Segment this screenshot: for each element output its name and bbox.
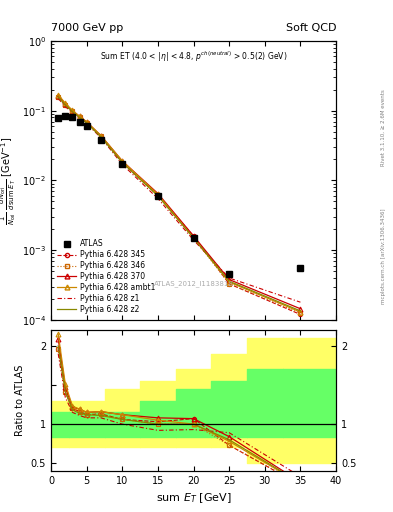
Text: Rivet 3.1.10, ≥ 2.6M events: Rivet 3.1.10, ≥ 2.6M events (381, 90, 386, 166)
Legend: ATLAS, Pythia 6.428 345, Pythia 6.428 346, Pythia 6.428 370, Pythia 6.428 ambt1,: ATLAS, Pythia 6.428 345, Pythia 6.428 34… (55, 237, 158, 316)
Text: 7000 GeV pp: 7000 GeV pp (51, 23, 123, 33)
Y-axis label: $\frac{1}{N_\mathrm{ori}}\ \frac{d N_\mathrm{ori}}{d\mathrm{sum}\ E_T}\ [\mathrm: $\frac{1}{N_\mathrm{ori}}\ \frac{d N_\ma… (0, 136, 18, 225)
Y-axis label: Ratio to ATLAS: Ratio to ATLAS (15, 365, 25, 436)
Text: Soft QCD: Soft QCD (286, 23, 336, 33)
Text: ATLAS_2012_I1183818: ATLAS_2012_I1183818 (154, 280, 233, 287)
Text: mcplots.cern.ch [arXiv:1306.3436]: mcplots.cern.ch [arXiv:1306.3436] (381, 208, 386, 304)
Text: Sum ET (4.0 < $|\eta|$ < 4.8, $p^{ch(neutral)}$ > 0.5(2) GeV): Sum ET (4.0 < $|\eta|$ < 4.8, $p^{ch(neu… (100, 49, 287, 63)
X-axis label: sum $E_T$ [GeV]: sum $E_T$ [GeV] (156, 492, 231, 505)
